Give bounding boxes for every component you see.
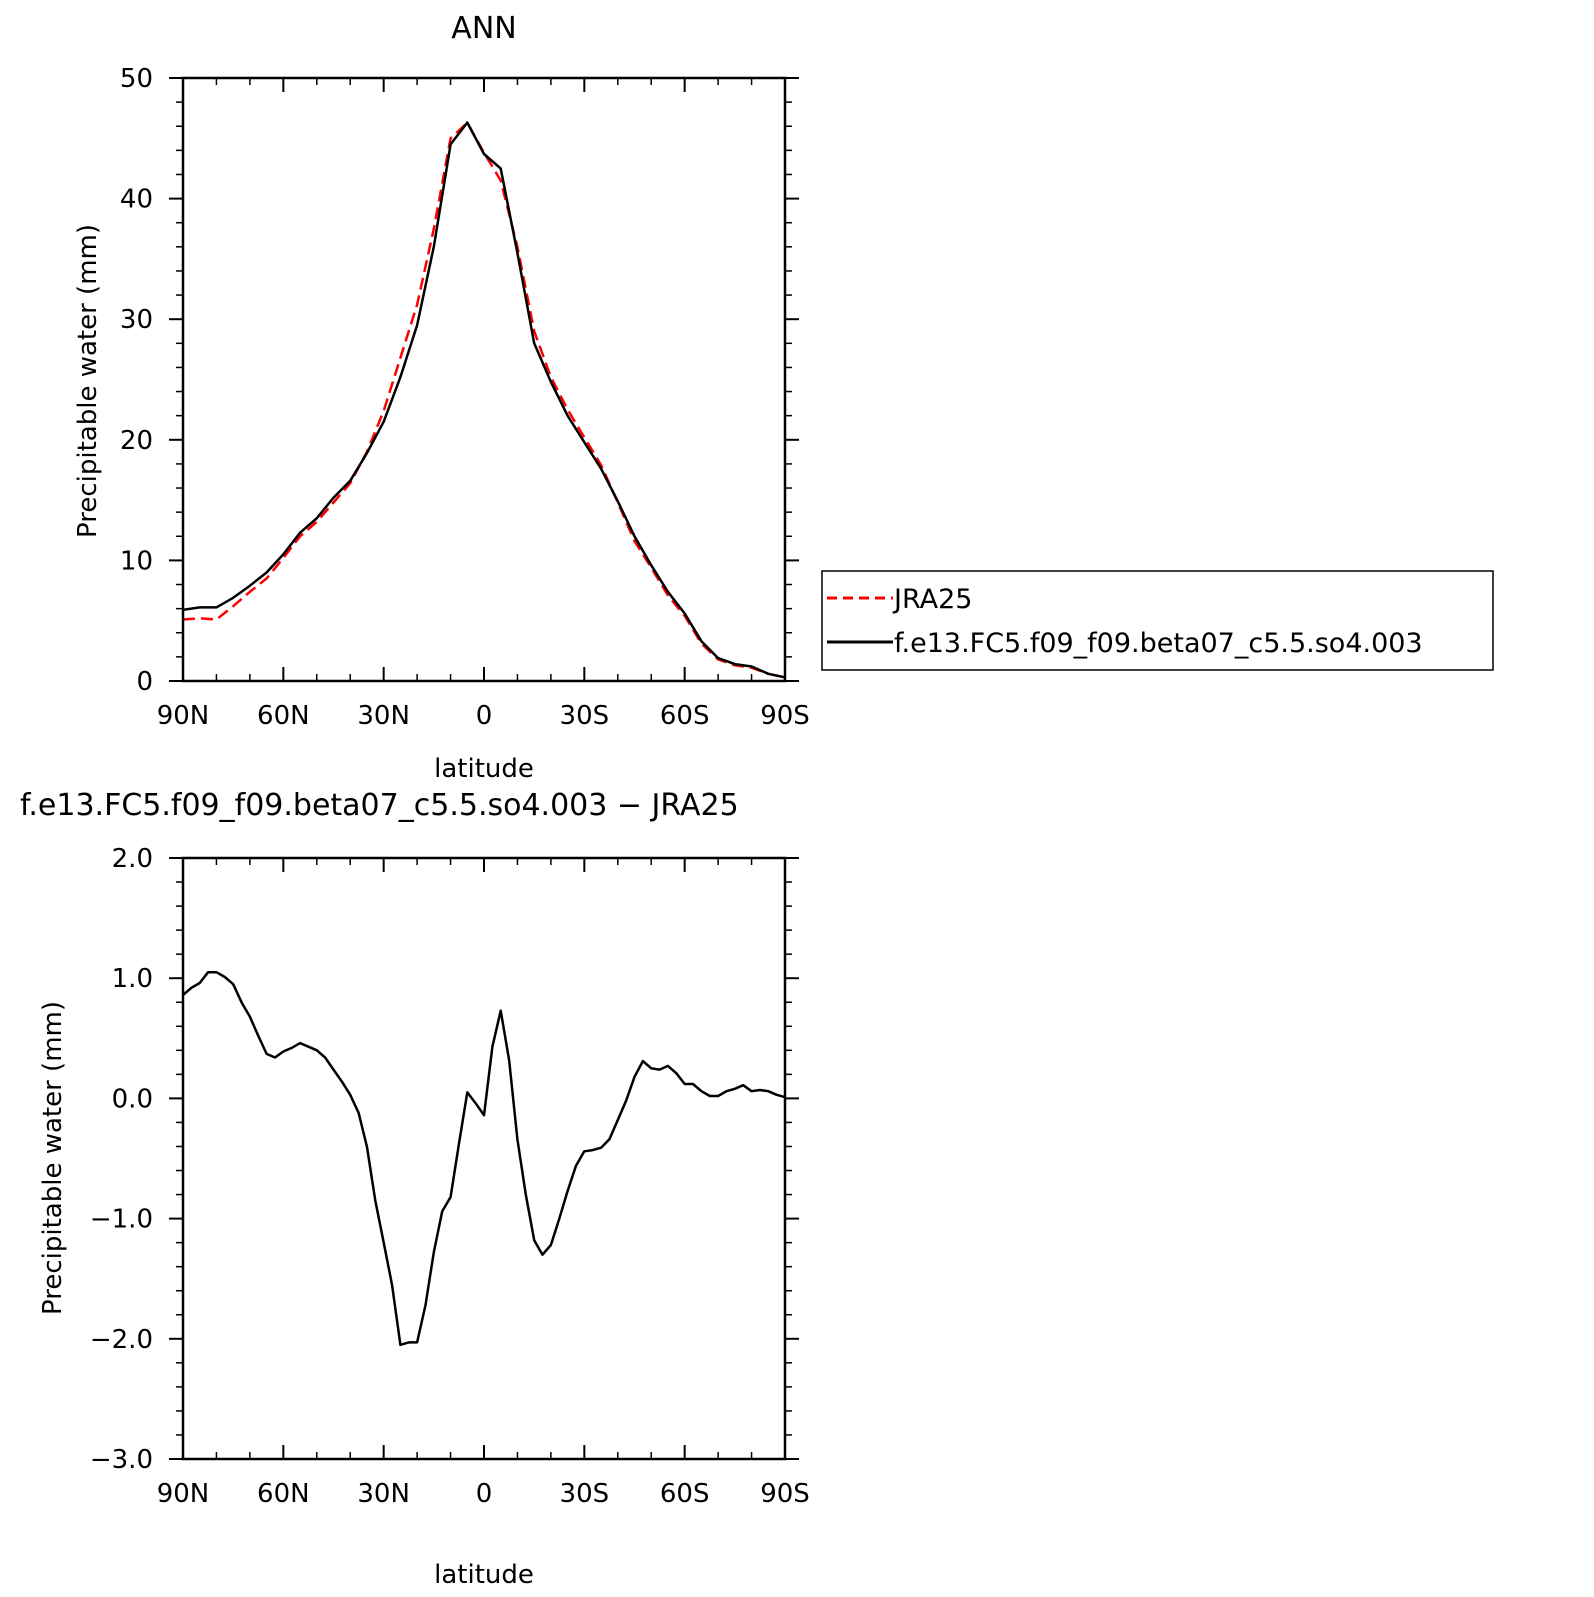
top-y-tick-label: 20 bbox=[120, 426, 153, 456]
top-x-tick-label: 0 bbox=[476, 701, 493, 731]
top-series-line-jra25 bbox=[182, 121, 786, 679]
bottom-x-tick-label: 0 bbox=[476, 1479, 493, 1509]
bottom-panel-y-axis-label: Precipitable water (mm) bbox=[38, 1001, 68, 1315]
top-y-tick-label: 50 bbox=[120, 64, 153, 94]
top-panel-series bbox=[182, 121, 786, 679]
bottom-series-line-model bbox=[182, 970, 786, 1347]
top-y-tick-label: 40 bbox=[120, 185, 153, 215]
legend-model-label: f.e13.FC5.f09_f09.beta07_c5.5.so4.003 bbox=[894, 628, 1423, 659]
top-x-tick-label: 90S bbox=[760, 701, 810, 731]
top-panel-y-axis-label: Precipitable water (mm) bbox=[73, 224, 103, 538]
top-x-tick-label: 60S bbox=[660, 701, 710, 731]
bottom-panel-title: f.e13.FC5.f09_f09.beta07_c5.5.so4.003 − … bbox=[20, 788, 739, 823]
top-panel-plot-frame bbox=[181, 76, 787, 683]
bottom-panel-ticks: 90N 60N 30N 0 30S 60S 90S 2.0 1.0 0.0 −1.0 −2.0 −3.0 bbox=[90, 844, 810, 1509]
top-y-tick-label: 30 bbox=[120, 305, 153, 335]
top-x-tick-label: 60N bbox=[257, 701, 310, 731]
legend: JRA25 f.e13.FC5.f09_f09.beta07_c5.5.so4.… bbox=[821, 570, 1494, 671]
top-panel: ANN Precipitable water (mm) latitude 90N… bbox=[73, 11, 810, 784]
legend-jra25-label: JRA25 bbox=[892, 584, 972, 615]
bottom-panel-x-axis-label: latitude bbox=[434, 1560, 534, 1590]
top-y-tick-label: 10 bbox=[120, 546, 153, 576]
bottom-x-tick-label: 60S bbox=[660, 1479, 710, 1509]
bottom-panel-series bbox=[182, 970, 786, 1347]
bottom-y-tick-label: 2.0 bbox=[112, 844, 153, 874]
bottom-x-tick-label: 30N bbox=[357, 1479, 410, 1509]
top-x-tick-label: 30S bbox=[560, 701, 610, 731]
bottom-panel: f.e13.FC5.f09_f09.beta07_c5.5.so4.003 − … bbox=[20, 788, 810, 1590]
top-panel-ticks: 90N 60N 30N 0 30S 60S 90S 0 10 20 30 40 50 bbox=[120, 64, 810, 731]
bottom-x-tick-label: 90N bbox=[157, 1479, 210, 1509]
top-series-line-model bbox=[182, 121, 786, 679]
bottom-x-tick-label: 30S bbox=[560, 1479, 610, 1509]
top-x-tick-label: 30N bbox=[357, 701, 410, 731]
top-panel-x-axis-label: latitude bbox=[434, 754, 534, 784]
bottom-y-tick-label: −1.0 bbox=[90, 1205, 153, 1235]
top-y-tick-label: 0 bbox=[136, 667, 153, 697]
bottom-y-tick-label: −3.0 bbox=[90, 1445, 153, 1475]
bottom-y-tick-label: 0.0 bbox=[112, 1084, 153, 1114]
bottom-x-tick-label: 90S bbox=[760, 1479, 810, 1509]
top-panel-title: ANN bbox=[451, 11, 516, 46]
legend-box bbox=[821, 570, 1494, 671]
top-x-tick-label: 90N bbox=[157, 701, 210, 731]
bottom-panel-plot-frame bbox=[181, 856, 787, 1461]
bottom-y-tick-label: 1.0 bbox=[112, 964, 153, 994]
bottom-x-tick-label: 60N bbox=[257, 1479, 310, 1509]
bottom-y-tick-label: −2.0 bbox=[90, 1325, 153, 1355]
